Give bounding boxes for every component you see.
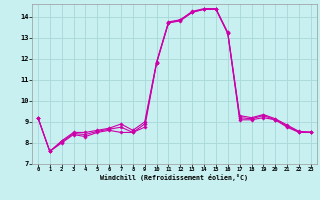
X-axis label: Windchill (Refroidissement éolien,°C): Windchill (Refroidissement éolien,°C)	[100, 174, 248, 181]
